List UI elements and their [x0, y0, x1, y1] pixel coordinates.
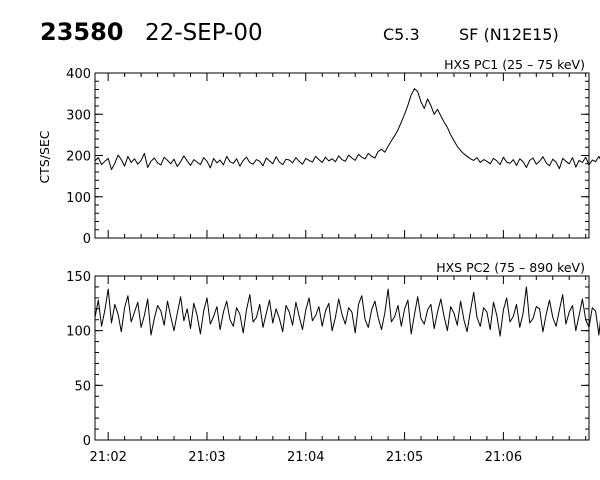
x-tick-label: 21:06: [485, 450, 522, 465]
panel-title: HXS PC2 (75 – 890 keV): [436, 260, 585, 275]
x-tick-label: 21:03: [188, 450, 225, 465]
panel-title: HXS PC1 (25 – 75 keV): [444, 57, 585, 72]
y-tick-label: 100: [66, 325, 91, 340]
y-tick-label: 50: [74, 379, 91, 394]
panel-hxs-pc2: HXS PC2 (75 – 890 keV) 0 50 100 150 21:02 21:0…: [66, 260, 600, 465]
y-axis-label: CTS/SEC: [37, 130, 52, 183]
event-number: 23580: [40, 18, 124, 46]
y-tick-label: 0: [83, 232, 91, 247]
series-line: [94, 88, 600, 170]
series-line: [94, 286, 600, 337]
y-tick-label: 0: [83, 434, 91, 449]
x-tick-label: 21:02: [89, 450, 126, 465]
flare-info: SF (N12E15): [459, 25, 559, 44]
panel-hxs-pc1: HXS PC1 (25 – 75 keV) 0 100 200 300 400: [66, 57, 600, 247]
x-tick-label: 21:04: [287, 450, 324, 465]
y-tick-label: 150: [66, 270, 91, 285]
y-tick-label: 200: [66, 150, 91, 165]
y-tick-label: 100: [66, 191, 91, 206]
plot-frame: [94, 72, 590, 239]
event-date: 22-SEP-00: [145, 20, 263, 46]
plot-frame: [94, 275, 590, 441]
y-tick-label: 400: [66, 67, 91, 82]
goes-class: C5.3: [383, 25, 420, 44]
y-tick-label: 300: [66, 108, 91, 123]
x-tick-label: 21:05: [386, 450, 423, 465]
